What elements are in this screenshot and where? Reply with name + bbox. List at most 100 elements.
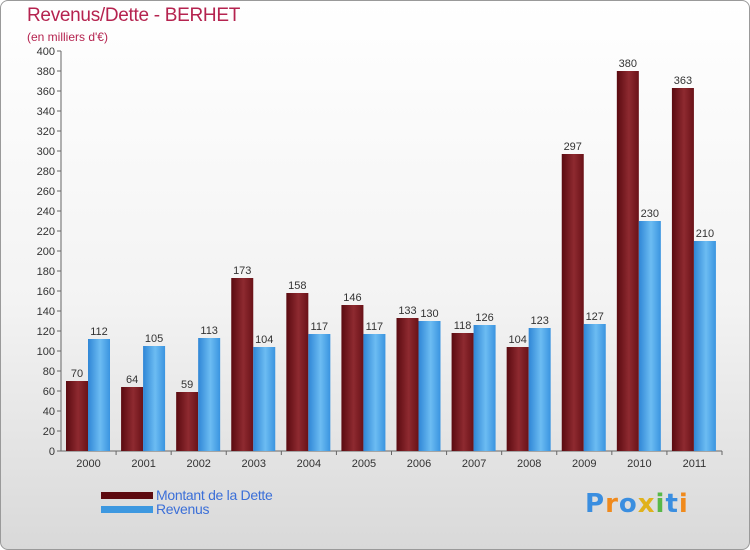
y-tick-label: 360 [37, 86, 55, 98]
y-tick-label: 240 [37, 206, 55, 218]
data-label: 112 [90, 326, 108, 338]
bar-revenus [528, 328, 551, 451]
logo-letter: P [585, 489, 606, 519]
bar-dette [506, 347, 529, 451]
legend-swatch-revenus [101, 505, 153, 513]
bar-revenus [583, 324, 606, 451]
x-tick-label: 2005 [352, 458, 376, 470]
bar-dette [396, 318, 419, 451]
bar-revenus [143, 346, 166, 451]
x-tick-label: 2008 [517, 458, 541, 470]
y-tick-label: 120 [37, 326, 55, 338]
data-label: 123 [530, 315, 548, 327]
bar-dette [341, 305, 364, 451]
data-label: 117 [311, 321, 329, 333]
chart-title: Revenus/Dette - BERHET [27, 5, 241, 26]
data-labels: 70 112 64 105 59 113 173 104 158 117 146 117 133 130 1… [71, 58, 714, 391]
bar-dette [616, 71, 639, 451]
data-label: 380 [619, 58, 637, 70]
data-label: 363 [674, 75, 692, 87]
chart-axes: 0 20 40 60 80 100 120 140 160 180 200 220 240 260 280 3… [37, 46, 723, 470]
logo-letter: i [655, 489, 666, 519]
data-label: 126 [475, 312, 493, 324]
x-tick-label: 2004 [297, 458, 321, 470]
data-label: 59 [181, 379, 193, 391]
y-tick-label: 400 [37, 46, 55, 58]
y-tick-label: 280 [37, 166, 55, 178]
data-label: 70 [71, 368, 83, 380]
bar-revenus [88, 339, 110, 451]
x-tick-label: 2000 [76, 458, 100, 470]
data-label: 133 [398, 305, 416, 317]
bar-revenus [693, 241, 716, 451]
y-tick-label: 160 [37, 286, 55, 298]
data-label: 117 [366, 321, 384, 333]
legend-label-revenus: Revenus [156, 501, 210, 517]
logo-letter: x [637, 489, 656, 519]
legend-item-dette: Montant de la Dette [101, 487, 273, 503]
data-label: 130 [420, 308, 438, 320]
bar-dette [451, 333, 474, 451]
bar-dette [176, 392, 199, 451]
bar-dette [671, 88, 694, 451]
x-tick-label: 2006 [407, 458, 431, 470]
bar-series [66, 71, 716, 451]
data-label: 113 [200, 325, 218, 337]
data-label: 104 [255, 334, 273, 346]
data-label: 173 [233, 265, 251, 277]
y-tick-label: 20 [43, 426, 55, 438]
x-tick-label: 2007 [462, 458, 486, 470]
data-label: 104 [508, 334, 526, 346]
chart-subtitle: (en milliers d'€) [27, 30, 108, 44]
data-label: 118 [454, 320, 472, 332]
y-tick-label: 100 [37, 346, 55, 358]
bar-revenus [198, 338, 221, 451]
y-tick-label: 40 [43, 406, 55, 418]
x-tick-label: 2011 [683, 458, 707, 470]
x-tick-label: 2002 [186, 458, 210, 470]
proxiti-logo: Proxiti [585, 489, 689, 519]
legend-swatch-dette [101, 491, 153, 499]
bar-revenus [418, 321, 441, 451]
bar-dette [121, 387, 144, 451]
logo-letter: i [678, 489, 689, 519]
y-tick-label: 260 [37, 186, 55, 198]
bar-dette [66, 381, 88, 451]
logo-letter: r [605, 489, 619, 519]
bar-revenus [253, 347, 276, 451]
bar-revenus [638, 221, 661, 451]
y-tick-label: 140 [37, 306, 55, 318]
y-tick-label: 180 [37, 266, 55, 278]
data-label: 158 [288, 280, 306, 292]
legend-label-dette: Montant de la Dette [156, 487, 273, 503]
bar-revenus [308, 334, 331, 451]
data-label: 297 [564, 141, 582, 153]
bar-dette [231, 278, 254, 451]
data-label: 105 [145, 333, 163, 345]
x-tick-label: 2009 [572, 458, 596, 470]
data-label: 230 [641, 208, 659, 220]
bar-dette [561, 154, 584, 451]
data-label: 127 [586, 311, 604, 323]
bar-dette [286, 293, 309, 451]
y-tick-label: 80 [43, 366, 55, 378]
y-tick-label: 320 [37, 126, 55, 138]
x-tick-label: 2003 [242, 458, 266, 470]
y-tick-label: 340 [37, 106, 55, 118]
logo-letter: t [665, 489, 679, 519]
y-tick-label: 60 [43, 386, 55, 398]
bar-revenus [363, 334, 386, 451]
data-label: 146 [343, 292, 361, 304]
y-tick-label: 220 [37, 226, 55, 238]
y-tick-label: 200 [37, 246, 55, 258]
y-tick-label: 300 [37, 146, 55, 158]
y-tick-label: 0 [49, 446, 55, 458]
data-label: 210 [696, 228, 714, 240]
y-tick-label: 380 [37, 66, 55, 78]
logo-letter: o [618, 489, 638, 519]
x-tick-label: 2001 [131, 458, 155, 470]
bar-revenus [473, 325, 496, 451]
data-label: 64 [126, 374, 138, 386]
